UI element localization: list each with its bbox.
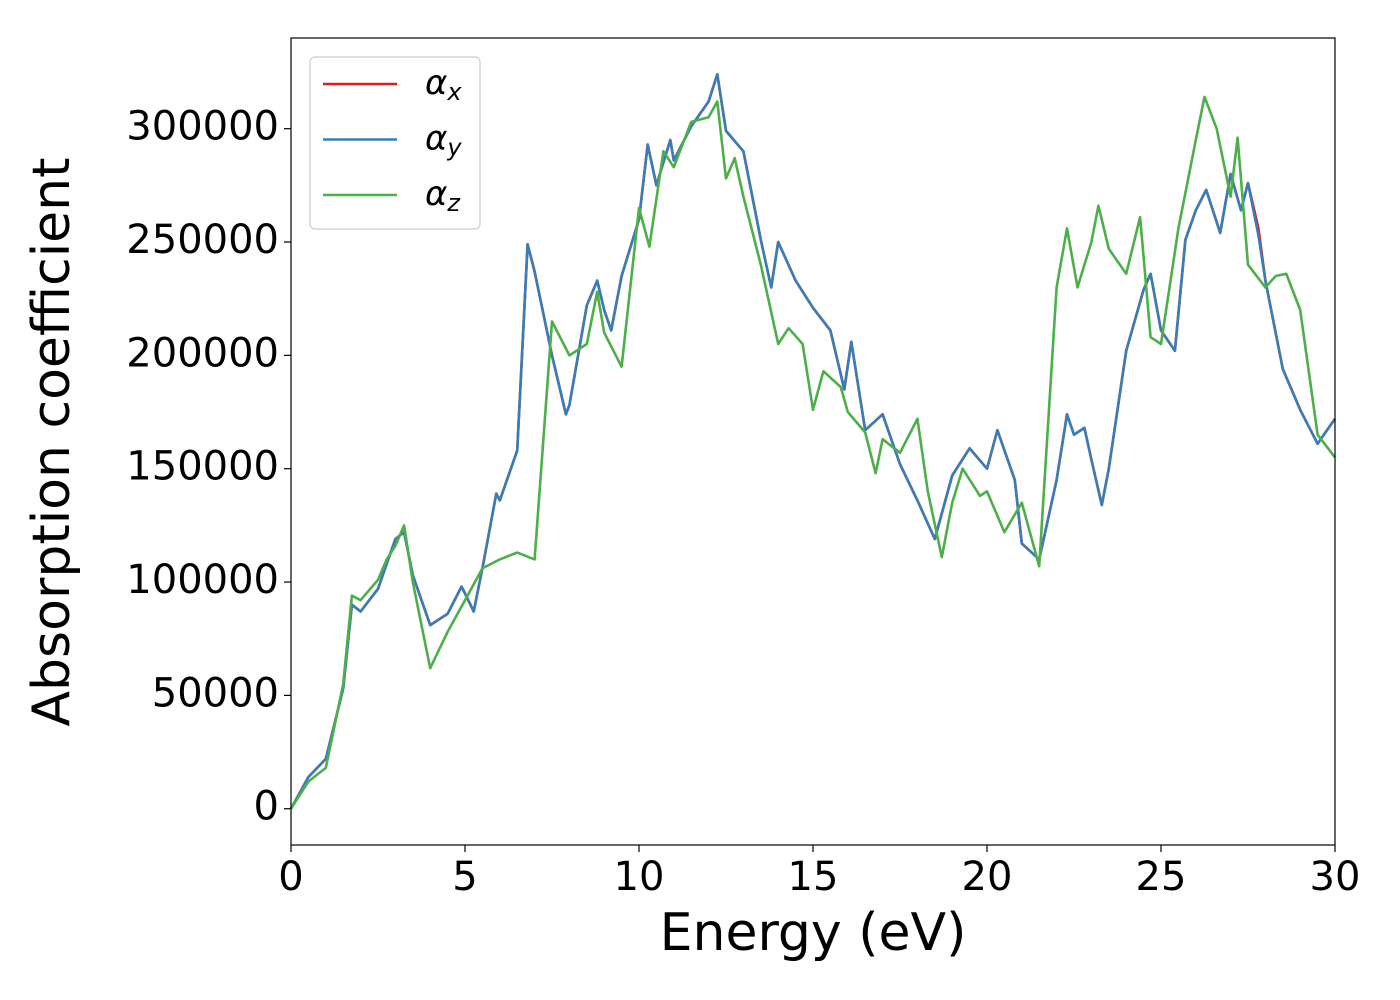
x-tick-label: 5 (452, 854, 477, 900)
y-tick-label: 150000 (126, 444, 279, 490)
series-line (289, 95, 1337, 810)
y-tick-label: 300000 (126, 104, 279, 150)
legend-box (309, 56, 481, 230)
x-tick-label: 20 (962, 854, 1013, 900)
x-axis-label: Energy (eV) (660, 903, 967, 963)
y-tick-label: 50000 (152, 670, 279, 716)
y-tick-label: 0 (254, 784, 279, 830)
y-tick-label: 100000 (126, 557, 279, 603)
legend-label: αz (425, 174, 461, 218)
x-tick-label: 15 (788, 854, 839, 900)
x-tick-label: 30 (1310, 854, 1361, 900)
x-tick-label: 25 (1136, 854, 1187, 900)
x-tick-label: 10 (614, 854, 665, 900)
y-axis-label: Absorption coefficient (22, 157, 82, 726)
y-tick-label: 200000 (126, 330, 279, 376)
legend-label: αx (425, 63, 462, 107)
y-tick-label: 250000 (126, 217, 279, 263)
plot-frame (290, 37, 1336, 846)
legend-label: αy (425, 118, 462, 162)
x-tick-label: 0 (278, 854, 303, 900)
